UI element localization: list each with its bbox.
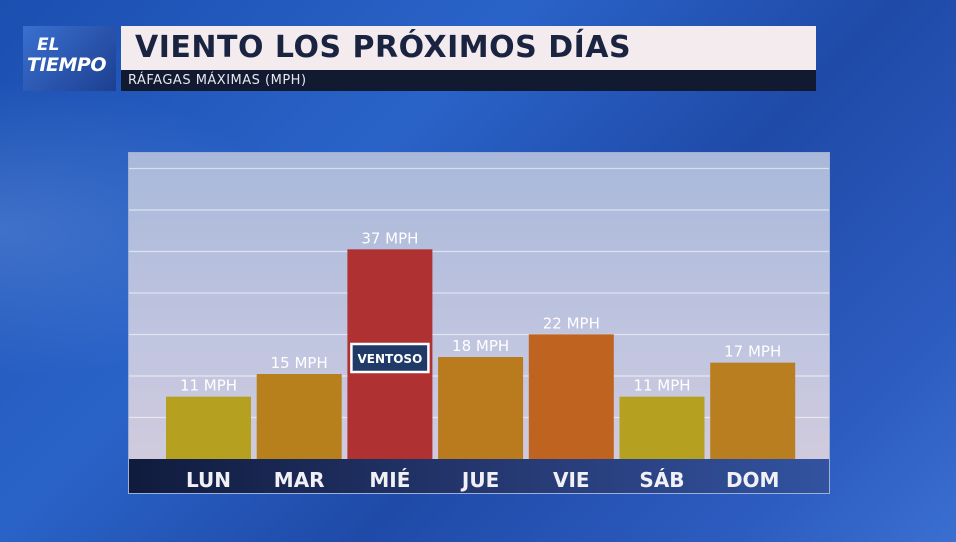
bar-mar	[256, 374, 342, 459]
logo-line1: EL	[37, 35, 60, 55]
x-tick-label: DOM	[726, 468, 780, 492]
subtitle-banner: RÁFAGAS MÁXIMAS (MPH)	[121, 70, 816, 91]
data-label: 15 MPH	[271, 354, 328, 372]
chart-panel: 11 MPH LUN 15 MPH MAR 37 MPH MIÉ VENTOSO 18 MPH…	[128, 152, 830, 494]
bar-dom	[710, 362, 796, 459]
data-label: 17 MPH	[724, 343, 781, 361]
x-tick-label: VIE	[553, 468, 590, 492]
data-label: 11 MPH	[633, 377, 690, 395]
page-subtitle: RÁFAGAS MÁXIMAS (MPH)	[128, 73, 307, 88]
x-tick-label: LUN	[186, 468, 231, 492]
bar-vie	[528, 334, 614, 459]
bar-chart: 11 MPH LUN 15 MPH MAR 37 MPH MIÉ VENTOSO 18 MPH…	[129, 167, 829, 492]
logo-line2: TIEMPO	[27, 54, 107, 76]
title-banner: VIENTO LOS PRÓXIMOS DÍAS	[121, 26, 816, 70]
bar-jue	[438, 357, 524, 459]
data-label: 22 MPH	[543, 314, 600, 332]
data-label: 11 MPH	[180, 377, 237, 395]
x-tick-label: MIÉ	[369, 468, 410, 492]
x-tick-label: MAR	[274, 468, 325, 492]
x-tick-label: SÁB	[639, 468, 684, 492]
data-label: 37 MPH	[361, 229, 418, 247]
x-tick-label: JUE	[460, 468, 499, 492]
data-label: 18 MPH	[452, 337, 509, 355]
ventoso-label: VENTOSO	[358, 352, 423, 366]
page-title: VIENTO LOS PRÓXIMOS DÍAS	[135, 30, 632, 65]
ventoso-badge	[350, 342, 430, 374]
bar-sáb	[619, 396, 705, 459]
x-axis-bar	[129, 459, 829, 493]
bar-lun	[166, 396, 251, 459]
el-tiempo-logo: EL TIEMPO	[23, 26, 116, 91]
